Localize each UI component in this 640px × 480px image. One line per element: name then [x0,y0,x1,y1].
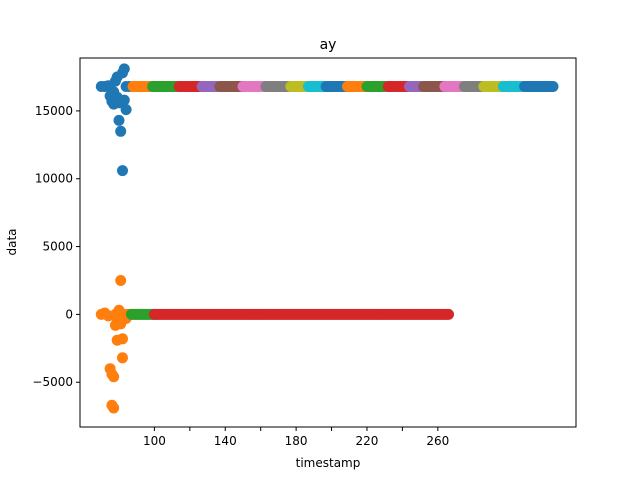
series-10 [260,81,295,92]
chart-title: ay [320,37,337,53]
x-tick-label: 140 [214,434,237,448]
x-tick-label: 180 [285,434,308,448]
data-point [117,333,128,345]
x-axis-label: timestamp [296,456,361,470]
x-tick-label: 220 [356,434,379,448]
x-tick-label: 260 [426,434,449,448]
data-point [120,104,132,116]
y-axis-label: data [5,228,19,255]
plot-area-frame [79,57,577,428]
y-tick-label: 0 [65,307,73,321]
data-point [547,81,559,92]
data-point [108,371,120,383]
data-point [118,63,130,75]
data-point [113,114,125,126]
series-4 [148,308,454,320]
x-axis-ticks: 100 140 180 220 260 [143,427,449,448]
data-point [443,308,454,320]
series-23 [519,81,559,92]
y-tick-label: 5000 [42,240,73,254]
data-point [117,165,128,177]
data-point [115,125,127,137]
series-0 [95,63,136,177]
chart-marks [95,63,559,414]
y-axis-ticks: −5000 0 5000 10000 15000 [32,104,80,389]
x-tick-label: 100 [143,434,166,448]
y-tick-label: 10000 [35,172,73,186]
data-point [108,402,120,414]
data-point [118,94,130,106]
data-point [115,275,127,286]
y-tick-label: −5000 [32,375,73,389]
y-tick-label: 15000 [35,104,73,118]
data-point [117,352,128,364]
